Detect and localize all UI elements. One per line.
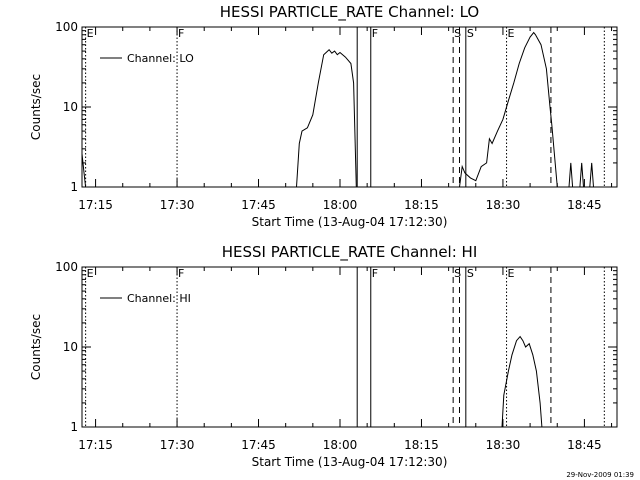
y-tick-label: 10 xyxy=(63,340,78,354)
y-tick-label: 1 xyxy=(70,180,78,194)
x-tick-label: 18:30 xyxy=(486,198,521,212)
x-tick-label: 18:45 xyxy=(567,198,602,212)
marker-flag: S xyxy=(467,27,474,40)
x-tick-label: 17:30 xyxy=(160,438,195,452)
marker-flag: F xyxy=(178,27,184,40)
marker-flag: E xyxy=(508,267,515,280)
x-axis-label: Start Time (13-Aug-04 17:12:30) xyxy=(252,455,448,469)
x-tick-label: 18:45 xyxy=(567,438,602,452)
y-axis-label: Counts/sec xyxy=(29,74,43,140)
x-tick-label: 18:15 xyxy=(404,198,439,212)
x-axis-label: Start Time (13-Aug-04 17:12:30) xyxy=(252,215,448,229)
legend-entry: Channel: LO xyxy=(127,52,194,65)
series-line xyxy=(501,335,543,428)
series-line xyxy=(81,31,594,188)
y-axis-label: Counts/sec xyxy=(29,314,43,380)
y-tick-label: 1 xyxy=(70,420,78,434)
plot-frame xyxy=(81,26,618,188)
chart-panel-1: HESSI PARTICLE_RATE Channel: LO 17:15 17:3… xyxy=(29,3,618,229)
plot-frame xyxy=(81,266,618,428)
marker-flag: E xyxy=(87,27,94,40)
x-tick-label: 18:30 xyxy=(486,438,521,452)
chart-title: HESSI PARTICLE_RATE Channel: LO xyxy=(220,3,479,22)
chart-panel-2: HESSI PARTICLE_RATE Channel: HI 17:15 17:3… xyxy=(29,243,618,469)
x-tick-label: 17:15 xyxy=(78,198,113,212)
x-tick-label: 18:00 xyxy=(323,438,358,452)
x-tick-label: 17:45 xyxy=(241,198,276,212)
x-tick-label: 17:45 xyxy=(241,438,276,452)
x-tick-label: 18:00 xyxy=(323,198,358,212)
x-tick-label: 18:15 xyxy=(404,438,439,452)
y-tick-label: 100 xyxy=(55,260,78,274)
marker-flag: S xyxy=(454,27,461,40)
y-tick-label: 10 xyxy=(63,100,78,114)
x-tick-label: 17:30 xyxy=(160,198,195,212)
marker-flag: F xyxy=(178,267,184,280)
marker-flag: F xyxy=(372,267,378,280)
x-tick-label: 17:15 xyxy=(78,438,113,452)
chart-title: HESSI PARTICLE_RATE Channel: HI xyxy=(222,243,478,262)
marker-flag: S xyxy=(467,267,474,280)
footer-timestamp: 29-Nov-2009 01:39 xyxy=(566,471,634,479)
marker-flag: E xyxy=(508,27,515,40)
marker-flag: E xyxy=(87,267,94,280)
legend-entry: Channel: HI xyxy=(127,292,191,305)
marker-flag: S xyxy=(454,267,461,280)
y-tick-label: 100 xyxy=(55,20,78,34)
marker-flag: F xyxy=(372,27,378,40)
